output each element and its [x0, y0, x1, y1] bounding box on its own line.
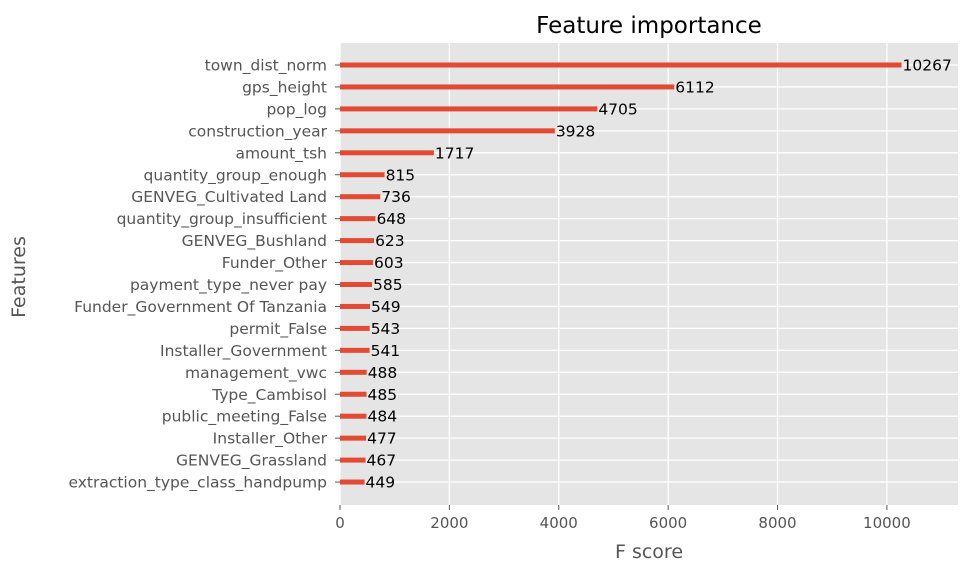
y-tick-label: extraction_type_class_handpump [68, 474, 327, 493]
y-tick-label: Installer_Other [213, 430, 328, 449]
y-tick-label: Funder_Government Of Tanzania [74, 298, 327, 317]
bar [340, 84, 675, 90]
y-tick-label: pop_log [266, 100, 327, 119]
bar [340, 457, 366, 463]
value-label: 488 [368, 364, 398, 382]
bar [340, 303, 371, 309]
bar [340, 62, 902, 68]
bar [340, 216, 376, 222]
grid-lines [339, 43, 958, 505]
y-tick-label: GENVEG_Grassland [176, 452, 327, 471]
y-tick-label: quantity_group_enough [144, 166, 327, 185]
value-label: 3928 [556, 122, 595, 140]
y-tick-label: town_dist_norm [205, 57, 327, 76]
bar [340, 194, 381, 200]
bar [340, 391, 367, 397]
bar [340, 260, 373, 266]
x-tick-label: 0 [335, 514, 345, 532]
x-tick-label: 10000 [863, 514, 911, 532]
y-tick-label: gps_height [242, 78, 327, 97]
y-tick-label: permit_False [229, 320, 327, 339]
value-label: 10267 [903, 57, 952, 75]
bar [340, 413, 367, 419]
y-tick-label: GENVEG_Bushland [182, 232, 327, 251]
value-label: 603 [374, 254, 404, 272]
x-tick-label: 6000 [649, 514, 687, 532]
bar [340, 479, 365, 485]
bar [340, 369, 367, 375]
bar [340, 282, 372, 287]
value-label: 467 [367, 452, 397, 470]
value-label: 736 [381, 188, 411, 206]
bar [340, 128, 555, 134]
value-label: 484 [367, 408, 397, 426]
value-label: 485 [368, 386, 398, 404]
chart-title: Feature importance [536, 13, 762, 39]
y-tick-label: Type_Cambisol [211, 386, 327, 405]
x-axis-label: F score [615, 541, 683, 563]
bars [340, 62, 902, 485]
value-label: 477 [367, 430, 397, 448]
x-tick-label: 2000 [430, 514, 468, 532]
plot-background [340, 43, 958, 505]
value-label: 648 [376, 210, 406, 228]
y-tick-label: GENVEG_Cultivated Land [131, 188, 327, 207]
value-label: 449 [366, 474, 396, 492]
y-tick-label: Installer_Government [160, 342, 327, 361]
value-label: 815 [386, 166, 416, 184]
bar [340, 238, 375, 244]
x-tick-label: 4000 [540, 514, 578, 532]
y-tick-label: construction_year [188, 122, 327, 141]
value-label: 549 [371, 298, 401, 316]
x-tick-labels: 0 2000 4000 6000 8000 10000 [335, 505, 911, 532]
value-label: 585 [373, 276, 403, 294]
y-tick-label: public_meeting_False [162, 408, 327, 427]
y-tick-label: management_vwc [185, 364, 327, 383]
bar [340, 347, 370, 353]
y-tick-label: Funder_Other [222, 254, 328, 273]
y-axis-label: Features [8, 236, 30, 318]
value-label: 6112 [675, 78, 714, 96]
value-label: 1717 [435, 144, 474, 162]
bar [340, 150, 434, 156]
x-tick-label: 8000 [758, 514, 796, 532]
bar [340, 106, 598, 112]
bar [340, 435, 367, 441]
y-tick-label: amount_tsh [235, 144, 327, 163]
y-tick-label: quantity_group_insufficient [117, 210, 327, 229]
value-label: 623 [375, 232, 405, 250]
bar [340, 172, 385, 178]
value-label: 541 [371, 342, 401, 360]
bar [340, 325, 370, 331]
value-label: 4705 [598, 100, 637, 118]
y-tick-labels: town_dist_norm gps_height pop_log construct… [68, 57, 340, 493]
value-label: 543 [371, 320, 401, 338]
y-tick-label: payment_type_never pay [130, 276, 327, 295]
